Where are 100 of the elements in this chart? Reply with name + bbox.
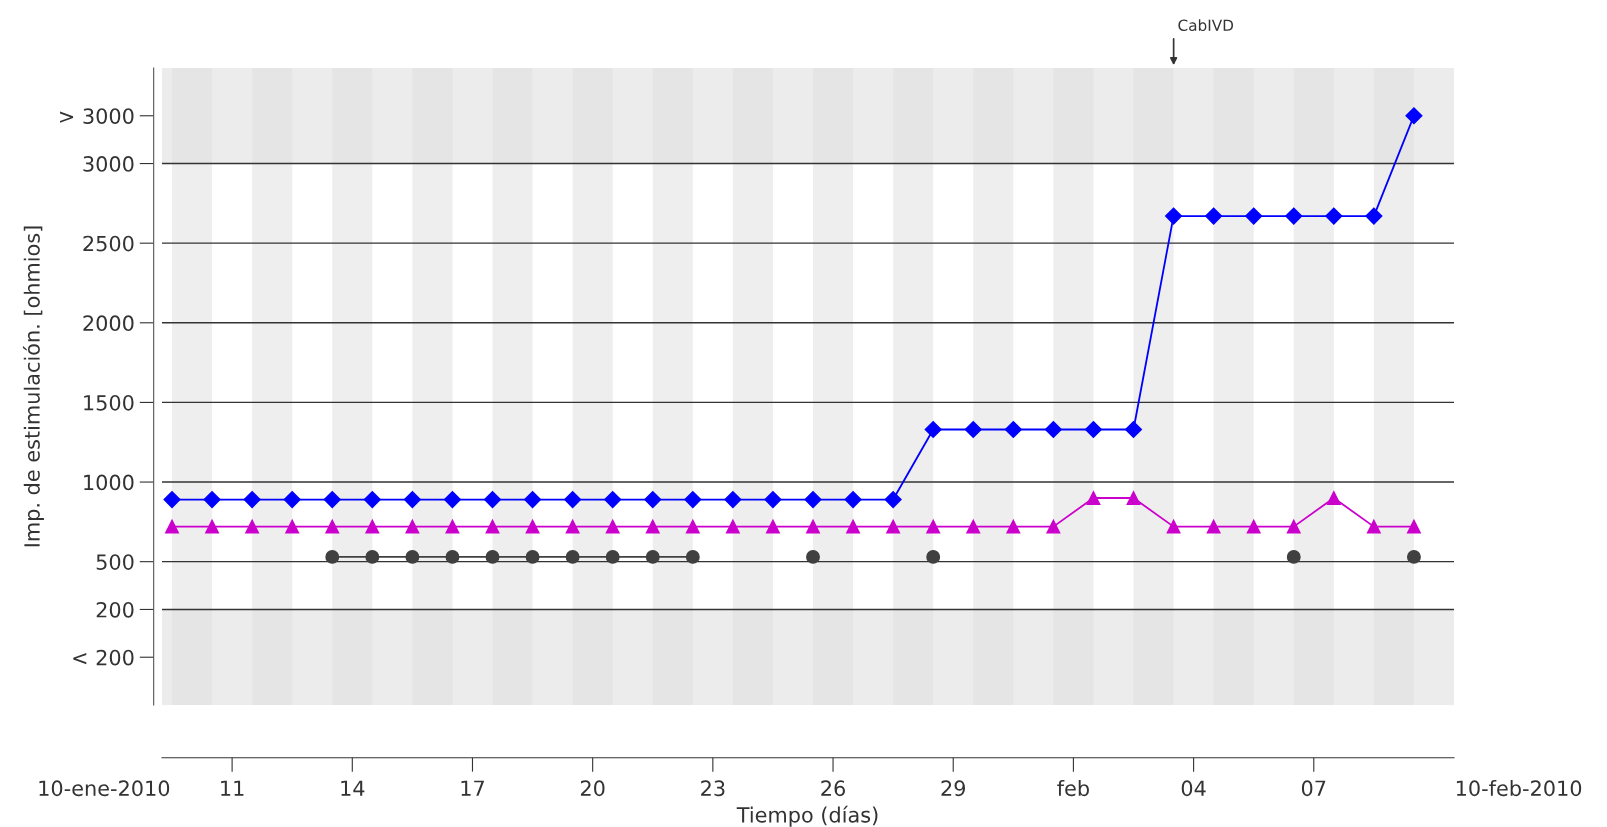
y-axis-title: Imp. de estimulación. [ohmios] xyxy=(22,226,44,547)
point xyxy=(363,491,381,509)
x-tick-label: 29 xyxy=(941,780,966,797)
point xyxy=(966,519,981,534)
x-tick-label: 07 xyxy=(1301,780,1326,797)
point xyxy=(1325,207,1343,225)
point xyxy=(1166,519,1181,534)
point xyxy=(884,491,902,509)
point xyxy=(645,519,660,534)
point xyxy=(644,491,662,509)
point xyxy=(163,491,181,509)
point xyxy=(483,491,502,509)
point xyxy=(1406,549,1421,564)
point xyxy=(525,549,540,564)
point xyxy=(684,491,702,509)
point xyxy=(804,491,822,509)
point xyxy=(165,519,179,534)
point xyxy=(764,491,782,509)
point xyxy=(325,549,340,564)
x-tick-label: 11 xyxy=(221,780,244,796)
y-tick-label: 1500 xyxy=(84,394,134,411)
y-tick-label: 2500 xyxy=(83,235,134,252)
point xyxy=(445,519,460,534)
y-tick-label: 500 xyxy=(96,554,134,570)
point xyxy=(403,491,421,509)
point xyxy=(203,491,221,509)
point xyxy=(524,491,542,509)
point xyxy=(1286,549,1301,564)
point xyxy=(1006,519,1021,534)
point xyxy=(365,549,380,564)
point xyxy=(283,491,301,509)
x-tick-label: feb xyxy=(1057,780,1089,797)
point xyxy=(1086,491,1101,505)
point xyxy=(1406,519,1421,534)
y-tick-label: 2000 xyxy=(83,315,134,332)
x-axis-title: Tiempo (días) xyxy=(736,805,878,827)
point xyxy=(604,491,622,509)
point xyxy=(806,549,820,564)
point xyxy=(285,519,300,534)
point xyxy=(243,491,261,509)
point xyxy=(1206,519,1221,534)
x-tick-label: 26 xyxy=(821,780,845,797)
y-tick-label: > 3000 xyxy=(60,108,134,124)
point xyxy=(1326,491,1341,505)
point xyxy=(886,519,901,534)
text: CabIVD xyxy=(1178,19,1234,32)
point xyxy=(924,420,942,439)
y-tick-label: 1000 xyxy=(84,474,134,491)
point xyxy=(724,491,742,509)
point xyxy=(1245,207,1263,225)
point xyxy=(844,491,862,509)
point xyxy=(1246,519,1261,534)
point xyxy=(1366,519,1381,534)
point xyxy=(1084,420,1102,439)
point xyxy=(605,519,620,534)
point xyxy=(325,519,340,534)
point xyxy=(1004,420,1022,439)
point xyxy=(443,491,462,509)
x-tick-label: 23 xyxy=(701,780,725,797)
text: 10-ene-2010 xyxy=(39,780,170,797)
point xyxy=(1124,420,1143,439)
point xyxy=(685,549,700,564)
point xyxy=(1286,519,1301,534)
point xyxy=(565,519,580,534)
point xyxy=(964,420,982,439)
point xyxy=(846,519,861,534)
y-tick-label: 200 xyxy=(96,601,134,618)
point xyxy=(565,549,580,564)
point xyxy=(605,549,620,564)
point xyxy=(766,519,780,534)
y-tick-label: 3000 xyxy=(83,156,134,172)
point xyxy=(926,519,941,534)
point xyxy=(1044,420,1062,439)
point xyxy=(485,519,500,534)
point xyxy=(525,519,540,534)
point xyxy=(405,519,420,534)
point xyxy=(685,519,700,534)
point xyxy=(926,549,941,564)
point xyxy=(564,491,582,509)
point xyxy=(1365,207,1383,225)
y-tick-label: < 200 xyxy=(73,649,134,666)
point xyxy=(1046,519,1061,534)
point xyxy=(806,519,820,534)
point xyxy=(445,549,460,564)
point xyxy=(1405,107,1423,125)
point xyxy=(205,519,220,534)
point xyxy=(405,549,420,564)
point xyxy=(1165,207,1183,225)
point xyxy=(645,549,660,564)
point xyxy=(485,549,500,564)
point xyxy=(1285,207,1303,225)
point xyxy=(1205,207,1223,225)
point xyxy=(245,519,260,534)
x-tick-label: 17 xyxy=(461,780,484,796)
x-tick-label: 04 xyxy=(1181,780,1206,797)
point xyxy=(323,491,341,509)
text: 10-feb-2010 xyxy=(1456,780,1582,797)
point xyxy=(365,519,380,534)
x-tick-label: 14 xyxy=(341,780,365,796)
x-tick-label: 20 xyxy=(580,780,605,797)
